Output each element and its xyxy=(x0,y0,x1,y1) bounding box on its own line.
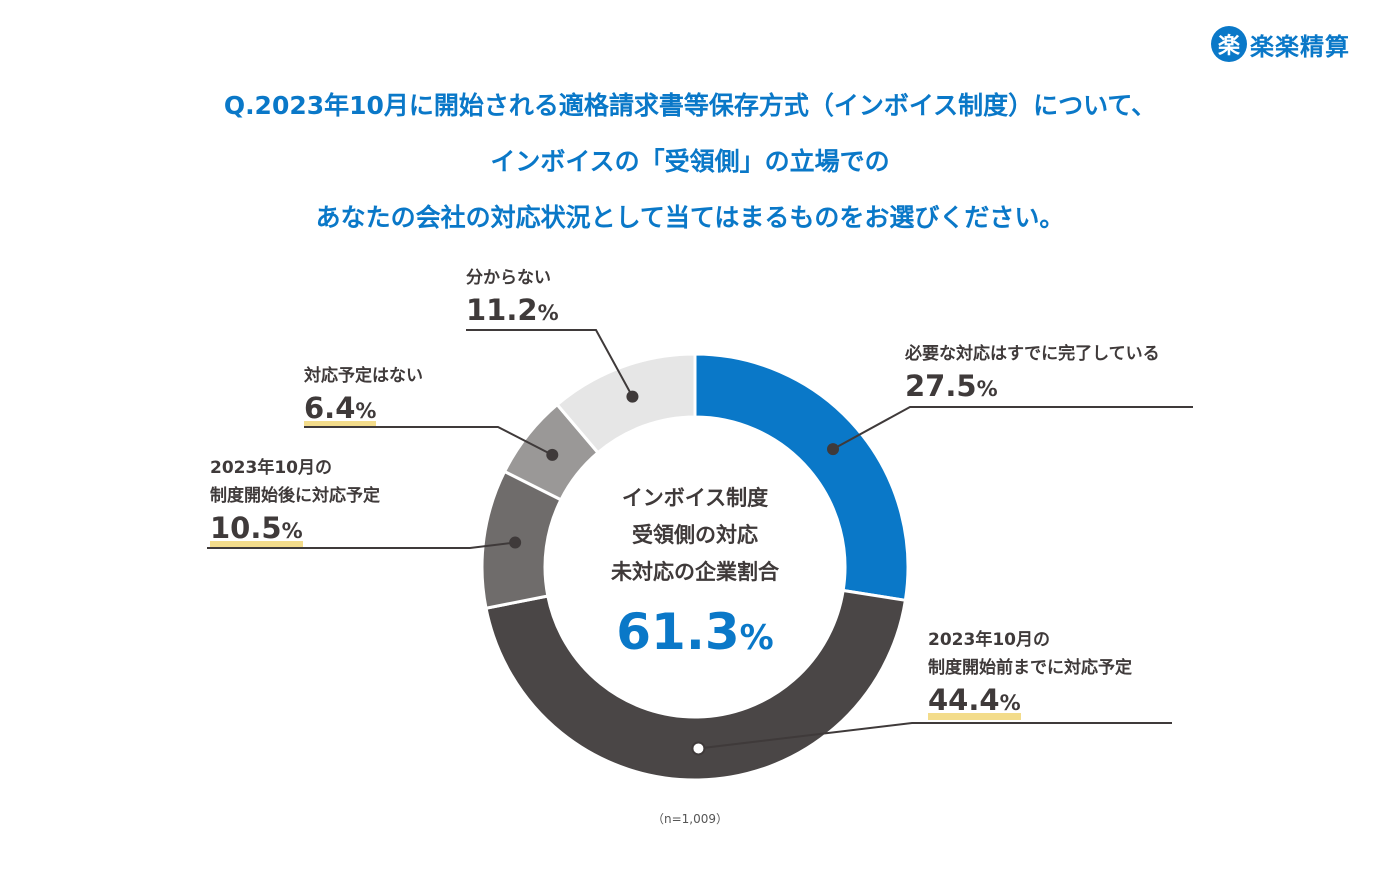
label-unknown-value: 11.2% xyxy=(466,293,559,327)
brand-name: 楽楽精算 xyxy=(1250,32,1350,61)
label-before-start-name-2: 制度開始前までに対応予定 xyxy=(928,658,1132,678)
label-completed-value: 27.5% xyxy=(905,369,998,403)
slice-completed xyxy=(693,352,910,603)
label-before-start: 2023年10月の 制度開始前までに対応予定 44.4% xyxy=(928,626,1132,721)
label-no-plan-value: 6.4% xyxy=(304,390,377,429)
donut-center: インボイス制度 受領側の対応 未対応の企業割合 61.3% xyxy=(555,480,835,673)
slice-unknown xyxy=(555,352,697,455)
center-line-2: 受領側の対応 xyxy=(632,523,758,547)
question-title: Q.2023年10月に開始される適格請求書等保存方式（インボイス制度）について、… xyxy=(0,78,1380,246)
label-completed-name: 必要な対応はすでに完了している xyxy=(905,344,1160,364)
label-after-start-name-2: 制度開始後に対応予定 xyxy=(210,486,380,506)
brand-logo: 楽 楽楽精算 xyxy=(1211,26,1350,62)
leader-unknown xyxy=(466,329,634,398)
label-unknown-name: 分からない xyxy=(466,268,551,288)
leader-completed xyxy=(832,406,1193,451)
dot-no-plan xyxy=(546,448,559,461)
dot-completed xyxy=(827,443,840,456)
label-after-start-name-1: 2023年10月の xyxy=(210,458,332,478)
question-line-1: Q.2023年10月に開始される適格請求書等保存方式（インボイス制度）について、 xyxy=(223,91,1157,120)
leader-after-start xyxy=(207,541,516,549)
leader-before-start xyxy=(698,722,1172,750)
question-line-2: インボイスの「受領側」の立場での xyxy=(490,147,890,176)
label-completed: 必要な対応はすでに完了している 27.5% xyxy=(905,340,1160,407)
center-line-1: インボイス制度 xyxy=(621,486,769,510)
sample-size: （n=1,009） xyxy=(651,812,728,826)
label-no-plan-name: 対応予定はない xyxy=(304,366,423,386)
label-after-start-value: 10.5% xyxy=(210,510,303,549)
label-unknown: 分からない 11.2% xyxy=(466,264,559,331)
center-line-3: 未対応の企業割合 xyxy=(611,560,779,584)
dot-before-start xyxy=(691,741,706,756)
label-before-start-value: 44.4% xyxy=(928,682,1021,721)
slice-before-start xyxy=(484,588,908,782)
dot-unknown xyxy=(626,390,639,403)
question-line-3: あなたの会社の対応状況として当てはまるものをお選びください。 xyxy=(315,203,1065,232)
label-no-plan: 対応予定はない 6.4% xyxy=(304,362,423,429)
label-after-start: 2023年10月の 制度開始後に対応予定 10.5% xyxy=(210,454,380,549)
center-value: 61.3% xyxy=(616,603,774,661)
dot-after-start xyxy=(509,536,522,549)
brand-mark-icon: 楽 xyxy=(1211,26,1247,62)
label-before-start-name-1: 2023年10月の xyxy=(928,630,1050,650)
